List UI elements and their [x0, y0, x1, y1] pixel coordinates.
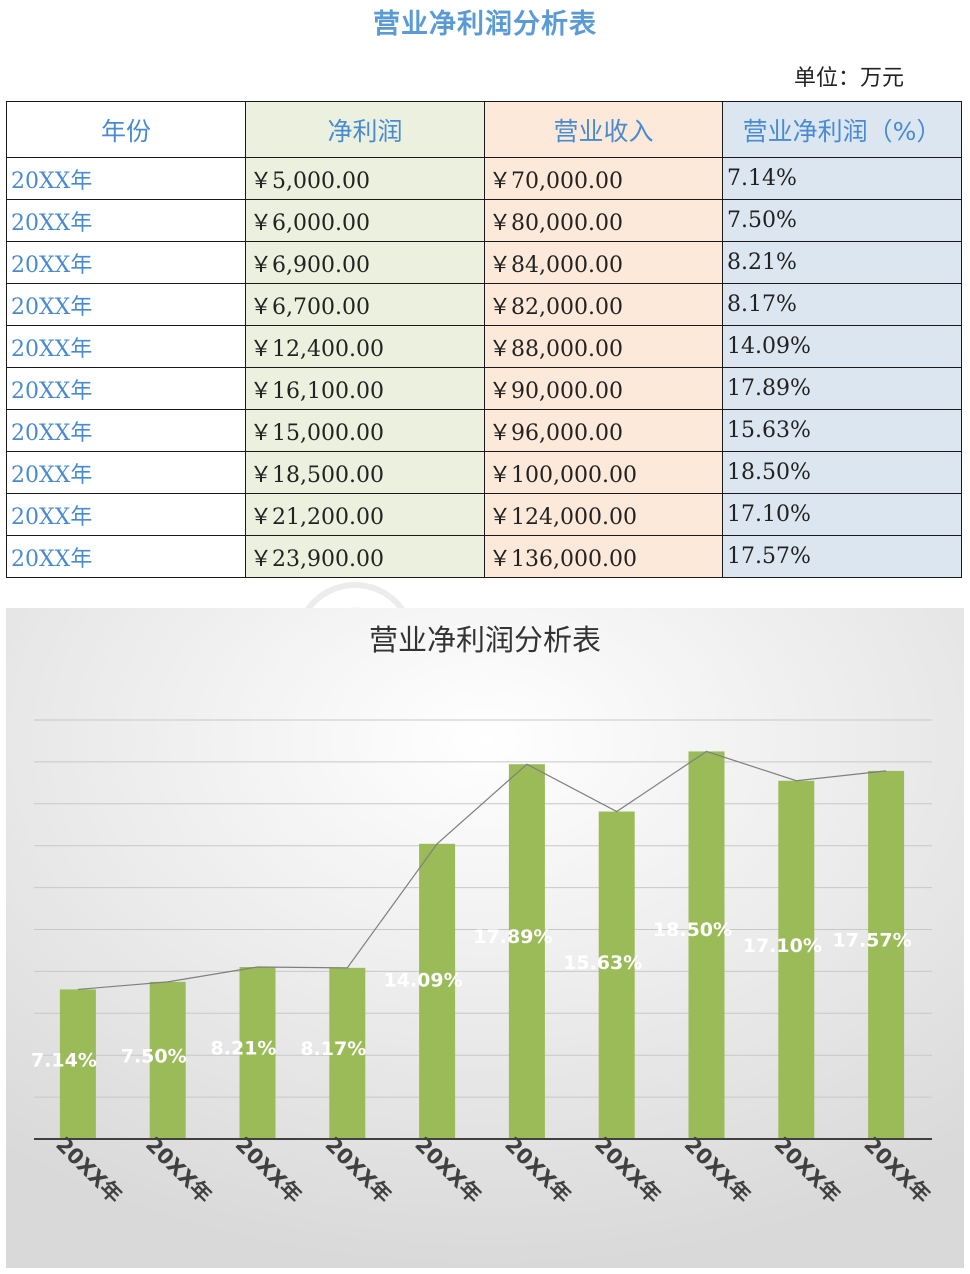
table-row: 20XX年 ￥21,200.00 ￥124,000.00 17.10%: [6, 493, 962, 536]
cell-year: 20XX年: [6, 535, 246, 578]
table-row: 20XX年 ￥6,900.00 ￥84,000.00 8.21%: [6, 241, 962, 284]
data-label: 7.50%: [121, 1046, 187, 1068]
table-row: 20XX年 ￥23,900.00 ￥136,000.00 17.57%: [6, 535, 962, 578]
cell-revenue: ￥84,000.00: [484, 241, 723, 284]
table-row: 20XX年 ￥18,500.00 ￥100,000.00 18.50%: [6, 451, 962, 494]
cell-net-margin: 18.50%: [722, 451, 962, 494]
cell-net-profit: ￥6,000.00: [245, 199, 485, 242]
data-label: 17.89%: [473, 926, 552, 948]
cell-net-profit: ￥5,000.00: [245, 157, 485, 200]
cell-net-profit: ￥18,500.00: [245, 451, 485, 494]
cell-revenue: ￥70,000.00: [484, 157, 723, 200]
cell-year: 20XX年: [6, 199, 246, 242]
data-label: 8.21%: [211, 1037, 277, 1059]
cell-net-profit: ￥12,400.00: [245, 325, 485, 368]
bar: [239, 967, 276, 1139]
cell-year: 20XX年: [6, 409, 246, 452]
chart-title: 营业净利润分析表: [369, 623, 601, 657]
cell-year: 20XX年: [6, 157, 246, 200]
table-row: 20XX年 ￥15,000.00 ￥96,000.00 15.63%: [6, 409, 962, 452]
data-label: 18.50%: [653, 919, 732, 941]
cell-net-profit: ￥6,700.00: [245, 283, 485, 326]
cell-revenue: ￥136,000.00: [484, 535, 723, 578]
data-label: 17.57%: [833, 930, 912, 952]
cell-revenue: ￥82,000.00: [484, 283, 723, 326]
bar: [868, 770, 905, 1139]
header-net-profit: 净利润: [245, 101, 485, 158]
header-year: 年份: [6, 101, 246, 158]
cell-net-profit: ￥6,900.00: [245, 241, 485, 284]
cell-year: 20XX年: [6, 451, 246, 494]
bar: [688, 751, 725, 1139]
cell-net-margin: 14.09%: [722, 325, 962, 368]
table-row: 20XX年 ￥16,100.00 ￥90,000.00 17.89%: [6, 367, 962, 410]
bar: [508, 764, 545, 1139]
cell-year: 20XX年: [6, 493, 246, 536]
data-label: 15.63%: [563, 952, 642, 974]
cell-revenue: ￥88,000.00: [484, 325, 723, 368]
table-body: 20XX年 ￥5,000.00 ￥70,000.00 7.14% 20XX年 ￥6,000…: [6, 157, 962, 578]
bar: [59, 989, 96, 1139]
chart-area: 7.14% 7.50% 8.21% 8.17% 14.09% 17.89% 15.63% 18…: [6, 608, 964, 1268]
cell-net-margin: 17.10%: [722, 493, 962, 536]
cell-net-margin: 17.57%: [722, 535, 962, 578]
bar: [598, 811, 635, 1139]
cell-net-margin: 15.63%: [722, 409, 962, 452]
cell-net-margin: 7.50%: [722, 199, 962, 242]
table-row: 20XX年 ￥12,400.00 ￥88,000.00 14.09%: [6, 325, 962, 368]
cell-year: 20XX年: [6, 241, 246, 284]
table-row: 20XX年 ￥6,700.00 ￥82,000.00 8.17%: [6, 283, 962, 326]
cell-net-margin: 8.21%: [722, 241, 962, 284]
cell-net-profit: ￥23,900.00: [245, 535, 485, 578]
table-row: 20XX年 ￥5,000.00 ￥70,000.00 7.14%: [6, 157, 962, 200]
header-net-margin: 营业净利润（%）: [722, 101, 962, 158]
cell-revenue: ￥80,000.00: [484, 199, 723, 242]
cell-net-margin: 8.17%: [722, 283, 962, 326]
bar: [149, 981, 186, 1139]
header-revenue: 营业收入: [484, 101, 723, 158]
cell-net-margin: 7.14%: [722, 157, 962, 200]
cell-year: 20XX年: [6, 325, 246, 368]
data-label: 8.17%: [300, 1038, 366, 1060]
unit-label: 单位：万元: [793, 66, 904, 91]
table-header-row: 年份 净利润 营业收入 营业净利润（%）: [6, 101, 962, 158]
profit-table: 年份 净利润 营业收入 营业净利润（%） 20XX年 ￥5,000.00 ￥70,0…: [6, 101, 962, 578]
cell-revenue: ￥100,000.00: [484, 451, 723, 494]
bar: [419, 843, 456, 1139]
cell-revenue: ￥124,000.00: [484, 493, 723, 536]
page-title: 营业净利润分析表: [373, 9, 597, 40]
cell-year: 20XX年: [6, 283, 246, 326]
table-row: 20XX年 ￥6,000.00 ￥80,000.00 7.50%: [6, 199, 962, 242]
cell-revenue: ￥90,000.00: [484, 367, 723, 410]
cell-net-profit: ￥16,100.00: [245, 367, 485, 410]
cell-net-profit: ￥15,000.00: [245, 409, 485, 452]
cell-net-profit: ￥21,200.00: [245, 493, 485, 536]
data-label: 17.10%: [743, 935, 822, 957]
data-label: 14.09%: [384, 970, 463, 992]
net-margin-chart: 7.14% 7.50% 8.21% 8.17% 14.09% 17.89% 15.63% 18…: [6, 608, 964, 1268]
data-label: 7.14%: [31, 1050, 97, 1072]
cell-revenue: ￥96,000.00: [484, 409, 723, 452]
trend-line: [77, 750, 887, 991]
cell-net-margin: 17.89%: [722, 367, 962, 410]
cell-year: 20XX年: [6, 367, 246, 410]
bar: [778, 780, 815, 1139]
bar: [329, 967, 366, 1139]
